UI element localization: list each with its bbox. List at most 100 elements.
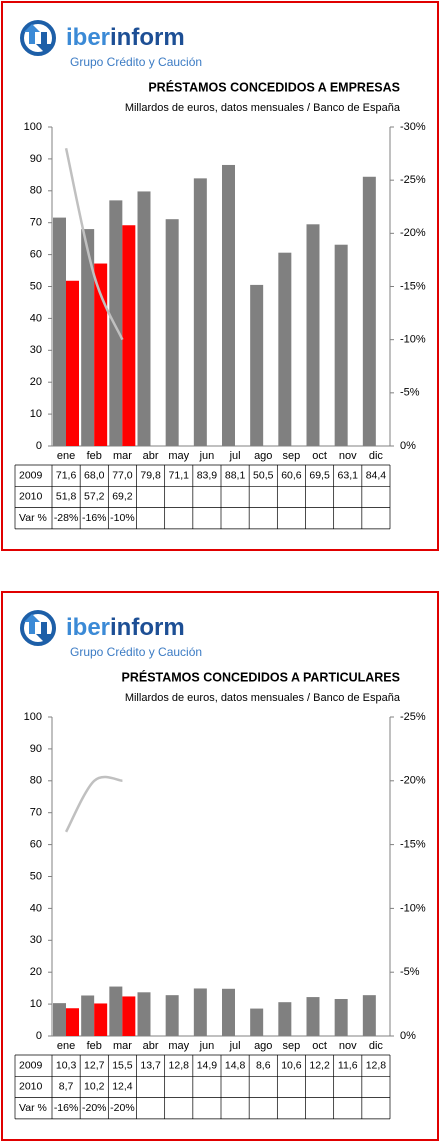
bar xyxy=(306,997,320,1036)
bar xyxy=(334,998,348,1036)
logo-part: iber xyxy=(66,24,110,51)
y-tick-label: 70 xyxy=(30,217,42,229)
logo-tagline: Grupo Crédito y Caución xyxy=(70,645,202,659)
y2-tick-label: 0% xyxy=(400,440,416,452)
x-tick-label: feb xyxy=(87,1040,102,1052)
y-tick-label: 100 xyxy=(24,711,42,723)
table-cell: 79,8 xyxy=(140,469,161,481)
bar xyxy=(81,995,95,1036)
bar xyxy=(122,996,136,1036)
logo-part: inform xyxy=(110,614,185,641)
panel-border xyxy=(1,591,439,1141)
x-tick-label: nov xyxy=(339,450,357,462)
y-tick-label: 10 xyxy=(30,408,42,420)
bar xyxy=(109,200,123,446)
logo-icon xyxy=(20,610,56,646)
bar xyxy=(193,988,207,1036)
bar xyxy=(94,1003,108,1036)
table-row-label: 2010 xyxy=(19,491,43,503)
x-tick-label: oct xyxy=(312,450,327,462)
y-tick-label: 0 xyxy=(36,1030,42,1042)
bar xyxy=(137,992,151,1036)
x-tick-label: ene xyxy=(57,1040,75,1052)
y-tick-label: 40 xyxy=(30,312,42,324)
y-tick-label: 20 xyxy=(30,376,42,388)
table-cell: 71,6 xyxy=(56,469,77,481)
x-tick-label: dic xyxy=(369,450,384,462)
table-cell: 13,7 xyxy=(140,1059,161,1071)
table-cell: 63,1 xyxy=(338,469,359,481)
x-tick-label: dic xyxy=(369,1040,384,1052)
table-cell: 10,6 xyxy=(281,1059,302,1071)
line xyxy=(64,775,123,833)
bar xyxy=(53,1003,66,1036)
table-row-label: 2010 xyxy=(19,1081,43,1093)
x-tick-label: abr xyxy=(143,1040,159,1052)
table-cell: -16% xyxy=(54,1102,79,1114)
chart-title: PRÉSTAMOS CONCEDIDOS A PARTICULARES xyxy=(122,669,401,684)
x-tick-label: nov xyxy=(339,1040,357,1052)
bar xyxy=(250,284,264,446)
table-cell: 12,2 xyxy=(309,1059,330,1071)
table-cell: 84,4 xyxy=(366,469,387,481)
logo-icon xyxy=(24,24,40,44)
x-tick-label: oct xyxy=(312,1040,327,1052)
y-tick-label: 30 xyxy=(30,934,42,946)
bar xyxy=(165,219,179,446)
y-tick-label: 10 xyxy=(30,998,42,1010)
x-tick-label: abr xyxy=(143,450,159,462)
table-cell: 77,0 xyxy=(112,469,133,481)
table-cell: 11,6 xyxy=(338,1059,358,1071)
table-row-label: Var % xyxy=(19,512,47,524)
chart-title: PRÉSTAMOS CONCEDIDOS A EMPRESAS xyxy=(148,79,400,94)
y-tick-label: 90 xyxy=(30,153,42,165)
table-cell: 71,1 xyxy=(169,469,190,481)
y2-tick-label: -25% xyxy=(400,711,426,723)
y-tick-label: 50 xyxy=(30,280,42,292)
table-cell: 60,6 xyxy=(281,469,302,481)
logo-icon xyxy=(24,614,40,634)
table-cell: 50,5 xyxy=(253,469,274,481)
x-tick-label: jul xyxy=(229,1040,241,1052)
table-cell: 12,7 xyxy=(84,1059,105,1071)
table-cell: 68,0 xyxy=(84,469,105,481)
x-tick-label: jun xyxy=(199,450,215,462)
y2-tick-label: -15% xyxy=(400,839,426,851)
table-cell: 69,2 xyxy=(112,491,133,503)
y2-tick-label: -10% xyxy=(400,334,426,346)
table-row-label: 2009 xyxy=(19,1059,43,1071)
table-row-label: Var % xyxy=(19,1102,47,1114)
y-tick-label: 50 xyxy=(30,870,42,882)
logo-text: iberinform xyxy=(66,24,185,51)
x-tick-label: ago xyxy=(254,1040,272,1052)
logo-part: inform xyxy=(110,24,185,51)
panel-border xyxy=(1,1,439,551)
y-tick-label: 90 xyxy=(30,743,42,755)
x-tick-label: feb xyxy=(87,450,102,462)
y-tick-label: 60 xyxy=(30,249,42,261)
table-cell: 57,2 xyxy=(84,491,105,503)
y2-tick-label: -20% xyxy=(400,775,426,787)
bar xyxy=(222,164,235,446)
y-tick-label: 100 xyxy=(24,121,42,133)
x-tick-label: mar xyxy=(113,450,132,462)
table-cell: 12,8 xyxy=(169,1059,190,1071)
logo-part: iber xyxy=(66,614,110,641)
x-tick-label: mar xyxy=(113,1040,132,1052)
y2-tick-label: -5% xyxy=(400,966,420,978)
x-tick-label: may xyxy=(168,450,189,462)
table-cell: 10,3 xyxy=(56,1059,77,1071)
logo-tagline: Grupo Crédito y Caución xyxy=(70,55,202,69)
bar xyxy=(81,229,95,446)
bar xyxy=(193,178,207,446)
table-cell: 88,1 xyxy=(225,469,246,481)
y-tick-label: 60 xyxy=(30,839,42,851)
table-row-label: 2009 xyxy=(19,469,43,481)
y2-tick-label: 0% xyxy=(400,1030,416,1042)
bar xyxy=(278,1002,292,1036)
table-cell: 15,5 xyxy=(112,1059,133,1071)
y-tick-label: 80 xyxy=(30,185,42,197)
bar xyxy=(250,1008,264,1036)
y2-tick-label: -30% xyxy=(400,121,426,133)
table-cell: -28% xyxy=(54,512,79,524)
